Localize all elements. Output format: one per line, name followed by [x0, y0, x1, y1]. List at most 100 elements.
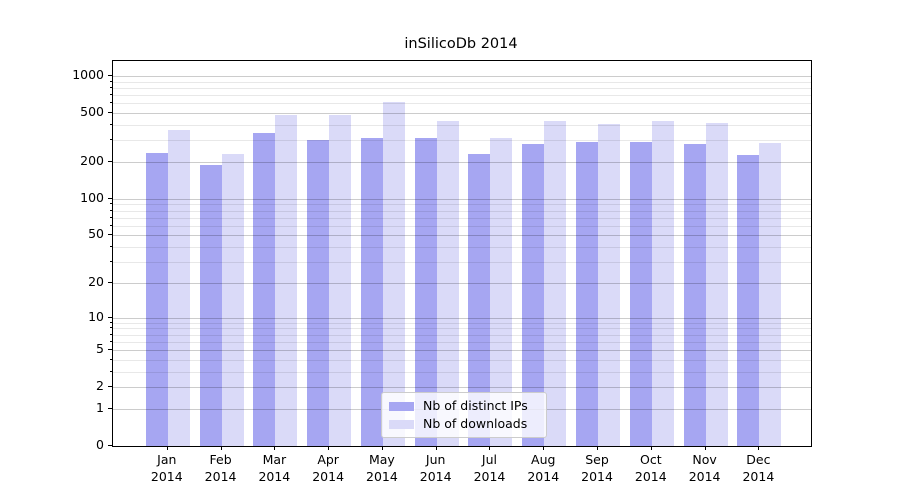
gridline-minor-70 [113, 217, 811, 219]
gridline-minor-40 [113, 247, 811, 249]
legend-item-distinct-ips: Nb of distinct IPs [389, 399, 538, 413]
legend-item-downloads: Nb of downloads [389, 417, 538, 431]
gridline-minor-30 [113, 262, 811, 264]
bar-mar-distinct-ips [253, 133, 276, 446]
y-minor-tick-mark-300 [110, 139, 113, 141]
bar-nov-downloads [705, 123, 728, 446]
x-tick-label-dec: Dec 2014 [742, 452, 775, 484]
y-minor-tick-mark-7 [110, 333, 113, 335]
bar-dec-distinct-ips [737, 155, 760, 446]
y-tick-label-500: 500 [80, 104, 104, 120]
x-tick-label-mar: Mar 2014 [258, 452, 291, 484]
bar-sep-distinct-ips [576, 141, 599, 446]
y-tick-mark-50 [108, 234, 113, 236]
y-minor-tick-mark-30 [110, 261, 113, 263]
x-tick-label-jan: Jan 2014 [150, 452, 183, 484]
bar-jun-downloads [436, 121, 459, 446]
bar-apr-distinct-ips [307, 140, 330, 446]
gridline-minor-300 [113, 140, 811, 142]
bar-oct-downloads [651, 121, 674, 446]
y-tick-mark-100 [108, 197, 113, 199]
bar-feb-downloads [221, 153, 244, 446]
gridline-minor-600 [113, 103, 811, 105]
bar-jul-distinct-ips [468, 154, 491, 446]
bar-mar-downloads [275, 114, 298, 446]
x-tick-mark-jul [489, 446, 491, 450]
y-tick-label-100: 100 [80, 189, 104, 205]
y-minor-tick-mark-6 [110, 340, 113, 342]
x-tick-label-feb: Feb 2014 [204, 452, 237, 484]
x-tick-label-jul: Jul 2014 [473, 452, 506, 484]
bar-dec-downloads [759, 142, 782, 446]
gridline-major-1000 [113, 76, 811, 78]
y-tick-label-200: 200 [80, 153, 104, 169]
x-tick-label-jun: Jun 2014 [419, 452, 452, 484]
y-minor-tick-mark-600 [110, 102, 113, 104]
legend-label-distinct-ips: Nb of distinct IPs [423, 398, 528, 413]
x-tick-mark-jun [435, 446, 437, 450]
y-tick-mark-10 [108, 316, 113, 318]
gridline-minor-700 [113, 95, 811, 97]
bar-oct-distinct-ips [629, 141, 652, 446]
x-tick-mark-apr [328, 446, 330, 450]
bar-feb-distinct-ips [199, 164, 222, 446]
legend-swatch-downloads [389, 419, 414, 429]
bar-nov-distinct-ips [683, 143, 706, 446]
bar-aug-distinct-ips [522, 143, 545, 446]
gridline-major-200 [113, 162, 811, 164]
y-tick-label-1000: 1000 [72, 67, 104, 83]
y-tick-mark-0 [108, 445, 113, 446]
y-tick-label-10: 10 [88, 308, 104, 324]
bar-jan-distinct-ips [145, 153, 168, 446]
y-tick-label-5: 5 [96, 341, 104, 357]
gridline-minor-6 [113, 341, 811, 343]
legend: Nb of distinct IPs Nb of downloads [381, 392, 547, 438]
x-tick-mark-jan [166, 446, 168, 450]
x-tick-mark-dec [758, 446, 760, 450]
gridline-major-10 [113, 317, 811, 319]
bar-sep-downloads [598, 123, 621, 446]
y-minor-tick-mark-80 [110, 209, 113, 211]
gridline-minor-900 [113, 81, 811, 83]
y-tick-mark-1000 [108, 75, 113, 77]
y-minor-tick-mark-900 [110, 80, 113, 82]
y-tick-mark-500 [108, 112, 113, 114]
gridline-major-500 [113, 113, 811, 115]
gridline-major-100 [113, 198, 811, 200]
x-tick-mark-mar [274, 446, 276, 450]
gridline-minor-800 [113, 87, 811, 89]
x-tick-mark-aug [543, 446, 545, 450]
x-tick-label-may: May 2014 [366, 452, 398, 484]
y-tick-label-50: 50 [88, 226, 104, 242]
gridline-minor-3 [113, 371, 811, 373]
y-tick-mark-1 [108, 407, 113, 409]
x-tick-label-nov: Nov 2014 [688, 452, 721, 484]
gridline-minor-4 [113, 359, 811, 361]
legend-swatch-distinct-ips [389, 401, 414, 411]
legend-label-downloads: Nb of downloads [423, 416, 528, 431]
plot-area [112, 60, 812, 447]
y-tick-label-20: 20 [88, 273, 104, 289]
y-minor-tick-mark-800 [110, 86, 113, 88]
y-minor-tick-mark-400 [110, 124, 113, 126]
gridline-major-5 [113, 350, 811, 352]
y-minor-tick-mark-4 [110, 358, 113, 360]
x-tick-mark-nov [704, 446, 706, 450]
x-tick-label-aug: Aug 2014 [527, 452, 560, 484]
bar-aug-downloads [544, 120, 567, 446]
bar-jun-distinct-ips [414, 137, 437, 446]
gridline-minor-60 [113, 225, 811, 227]
y-tick-mark-2 [108, 386, 113, 388]
bar-apr-downloads [329, 115, 352, 446]
x-tick-mark-feb [220, 446, 222, 450]
y-minor-tick-mark-9 [110, 321, 113, 323]
y-tick-label-0: 0 [96, 437, 104, 452]
y-minor-tick-mark-90 [110, 203, 113, 205]
bar-may-distinct-ips [360, 137, 383, 446]
gridline-minor-9 [113, 322, 811, 324]
chart-title: inSilicoDb 2014 [404, 36, 518, 52]
gridline-minor-90 [113, 204, 811, 206]
x-tick-label-apr: Apr 2014 [312, 452, 345, 484]
y-minor-tick-mark-70 [110, 216, 113, 218]
